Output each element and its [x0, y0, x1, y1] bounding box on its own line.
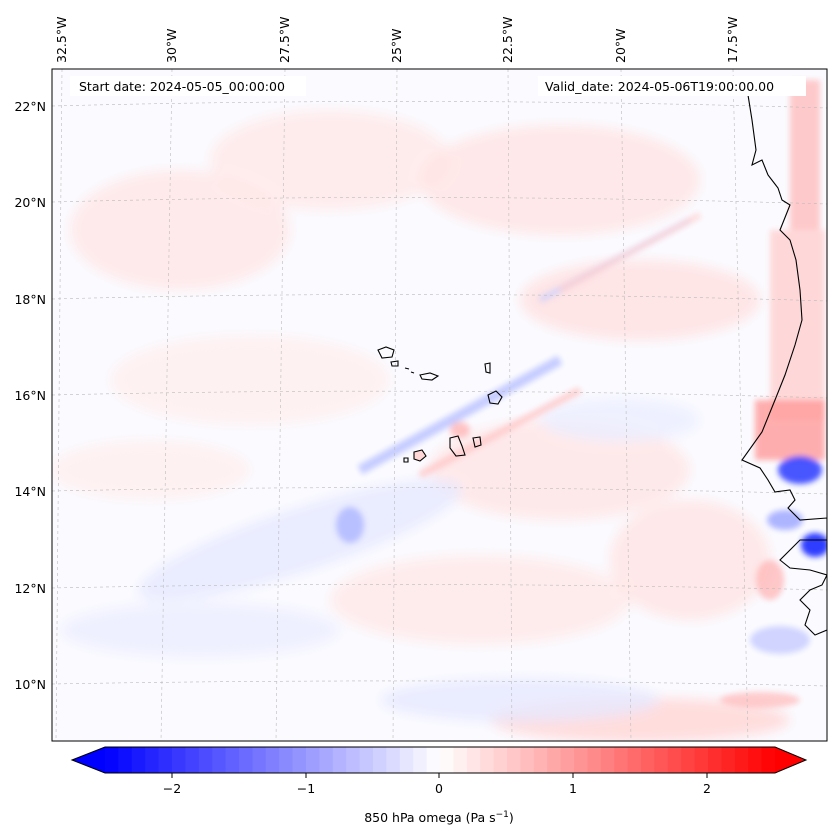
colorbar-step	[346, 747, 361, 773]
map-frame	[51, 68, 828, 742]
colorbar-tick-label: 1	[569, 781, 577, 796]
colorbar-step	[105, 747, 119, 773]
colorbar-step	[681, 747, 696, 773]
colorbar-step	[667, 747, 682, 773]
colorbar-step	[292, 747, 307, 773]
colorbar-tick-label: −2	[163, 781, 181, 796]
colorbar-step	[493, 747, 508, 773]
start-date-label: Start date: 2024-05-05_00:00:00	[79, 79, 285, 94]
colorbar-step	[507, 747, 521, 773]
colorbar-step	[533, 747, 548, 773]
omega-field	[52, 110, 790, 741]
colorbar-step	[520, 747, 535, 773]
colorbar-step	[279, 747, 294, 773]
colorbar-step	[708, 747, 722, 773]
colorbar-step	[587, 747, 602, 773]
colorbar-extend-min	[72, 747, 105, 773]
colorbar-step	[440, 747, 454, 773]
colorbar-step	[145, 747, 160, 773]
colorbar-step	[627, 747, 642, 773]
lat-label: 20°N	[14, 195, 46, 210]
colorbar-step	[131, 747, 146, 773]
islands-cape-verde	[377, 346, 503, 463]
graticule	[52, 69, 827, 741]
colorbar-tick-label: −1	[297, 781, 315, 796]
colorbar-step	[306, 747, 320, 773]
lon-label: 22.5°W	[500, 17, 515, 63]
colorbar-extend-max	[775, 747, 806, 773]
lon-label: 27.5°W	[277, 17, 292, 63]
longitude-labels: 32.5°W 30°W 27.5°W 25°W 22.5°W 20°W 17.5…	[54, 17, 740, 63]
colorbar-step	[172, 747, 186, 773]
colorbar-step	[560, 747, 575, 773]
colorbar-tick-label: 2	[703, 781, 711, 796]
colorbar-step	[373, 747, 387, 773]
lon-label: 32.5°W	[54, 17, 69, 63]
colorbar-step	[453, 747, 468, 773]
colorbar: −2 −1 0 1 2 850 hPa omega (Pa s−1)	[70, 746, 808, 825]
lat-label: 18°N	[14, 292, 46, 307]
colorbar-step	[359, 747, 374, 773]
colorbar-step	[225, 747, 240, 773]
colorbar-step	[212, 747, 227, 773]
colorbar-step	[319, 747, 334, 773]
lat-label: 14°N	[14, 484, 46, 499]
colorbar-steps	[72, 747, 806, 773]
valid-date-label: Valid_date: 2024-05-06T19:00:00.00	[545, 79, 774, 94]
latitude-labels: 22°N 20°N 18°N 16°N 14°N 12°N 10°N	[14, 99, 46, 692]
colorbar-tick-label: 0	[435, 781, 443, 796]
colorbar-step	[721, 747, 736, 773]
map-panel: Start date: 2024-05-05_00:00:00 Valid_da…	[52, 69, 827, 741]
colorbar-step	[734, 747, 749, 773]
colorbar-step	[654, 747, 669, 773]
lon-label: 17.5°W	[725, 17, 740, 63]
lat-label: 22°N	[14, 99, 46, 114]
colorbar-step	[574, 747, 588, 773]
colorbar-step	[600, 747, 615, 773]
coastline-africa	[741, 94, 827, 636]
colorbar-step	[399, 747, 414, 773]
lat-label: 16°N	[14, 388, 46, 403]
colorbar-step	[641, 747, 655, 773]
colorbar-step	[386, 747, 401, 773]
lon-label: 30°W	[164, 28, 179, 63]
colorbar-step	[761, 747, 776, 773]
colorbar-step	[198, 747, 213, 773]
colorbar-step	[158, 747, 173, 773]
colorbar-ticks: −2 −1 0 1 2	[163, 773, 711, 796]
colorbar-step	[185, 747, 200, 773]
colorbar-step	[413, 747, 428, 773]
lat-label: 10°N	[14, 677, 46, 692]
colorbar-step	[239, 747, 253, 773]
colorbar-step	[332, 747, 347, 773]
colorbar-step	[480, 747, 495, 773]
colorbar-step	[547, 747, 562, 773]
lon-label: 20°W	[613, 28, 628, 63]
lat-label: 12°N	[14, 581, 46, 596]
colorbar-step	[466, 747, 481, 773]
colorbar-step	[748, 747, 763, 773]
colorbar-step	[426, 747, 441, 773]
colorbar-outline	[70, 746, 808, 774]
lon-label: 25°W	[389, 28, 404, 63]
colorbar-step	[118, 747, 133, 773]
colorbar-step	[265, 747, 280, 773]
colorbar-label: 850 hPa omega (Pa s−1)	[364, 810, 514, 825]
colorbar-step	[252, 747, 267, 773]
colorbar-step	[614, 747, 629, 773]
colorbar-step	[694, 747, 709, 773]
